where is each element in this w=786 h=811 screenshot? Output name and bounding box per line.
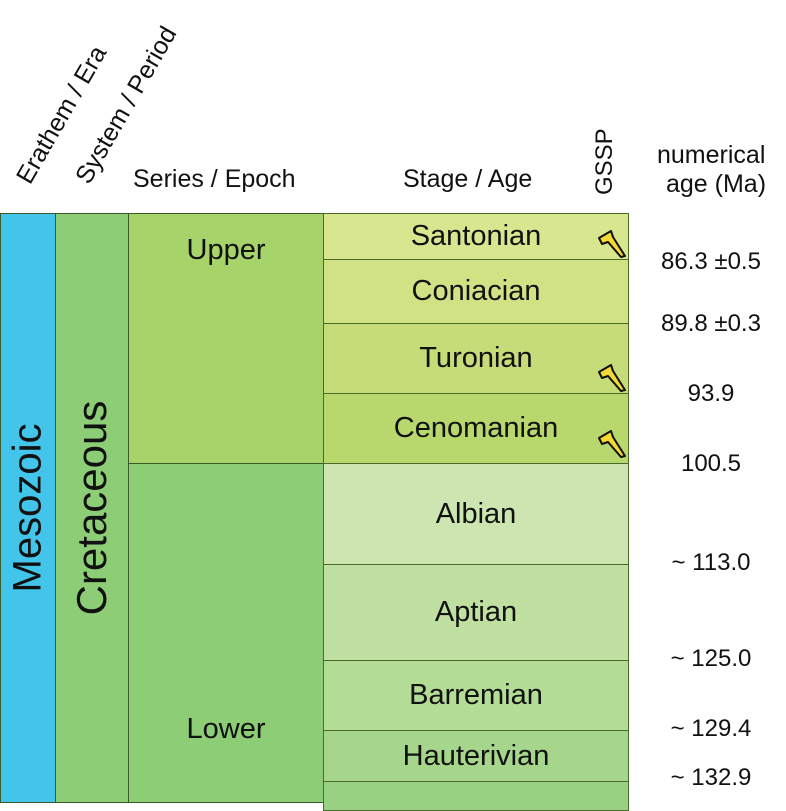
age-label: 93.9 xyxy=(687,380,735,407)
header-age-line2: age (Ma) xyxy=(666,170,767,198)
stage-turonian[interactable]: Turonian xyxy=(323,323,629,394)
stage-label: Barremian xyxy=(409,679,543,711)
stage-aptian[interactable]: Aptian xyxy=(323,564,629,661)
stage-label: Aptian xyxy=(434,596,518,628)
stage-cenomanian[interactable]: Cenomanian xyxy=(323,393,629,464)
header-gssp: GSSP xyxy=(591,128,618,195)
series-label-lower: Lower xyxy=(186,713,266,745)
series-label-upper: Upper xyxy=(186,234,266,266)
stage-albian[interactable]: Albian xyxy=(323,463,629,565)
period-label: Cretaceous xyxy=(68,400,115,616)
gssp-spike-icon xyxy=(598,430,626,458)
stage-next[interactable] xyxy=(323,781,629,811)
series-cell-upper[interactable]: Upper xyxy=(128,213,324,464)
age-label: 89.8 ±0.3 xyxy=(661,310,761,337)
age-label: ~ 132.9 xyxy=(670,764,752,791)
gssp-spike-icon xyxy=(598,364,626,392)
stage-hauterivian[interactable]: Hauterivian xyxy=(323,730,629,782)
gssp-spike-icon xyxy=(598,230,626,258)
stage-coniacian[interactable]: Coniacian xyxy=(323,259,629,324)
era-label: Mesozoic xyxy=(5,423,50,593)
header-age-line1: numerical xyxy=(657,141,766,169)
stage-label: Hauterivian xyxy=(402,739,550,772)
stage-label: Cenomanian xyxy=(393,412,559,444)
age-label: ~ 125.0 xyxy=(670,645,752,672)
age-label: 86.3 ±0.5 xyxy=(661,248,761,275)
stage-label: Albian xyxy=(435,497,517,530)
age-label: ~ 113.0 xyxy=(671,549,751,576)
header-series: Series / Epoch xyxy=(133,165,296,193)
age-label: 100.5 xyxy=(680,450,742,477)
era-cell-mesozoic[interactable]: Mesozoic xyxy=(0,213,56,803)
header-stage: Stage / Age xyxy=(403,165,533,193)
stage-barremian[interactable]: Barremian xyxy=(323,660,629,731)
stage-label: Turonian xyxy=(419,342,533,374)
stage-label: Santonian xyxy=(410,220,542,252)
stage-santonian[interactable]: Santonian xyxy=(323,213,629,260)
stage-label: Coniacian xyxy=(411,275,541,307)
period-cell-cretaceous[interactable]: Cretaceous xyxy=(55,213,129,803)
series-cell-lower[interactable]: Lower xyxy=(128,463,324,803)
age-label: ~ 129.4 xyxy=(670,715,752,742)
